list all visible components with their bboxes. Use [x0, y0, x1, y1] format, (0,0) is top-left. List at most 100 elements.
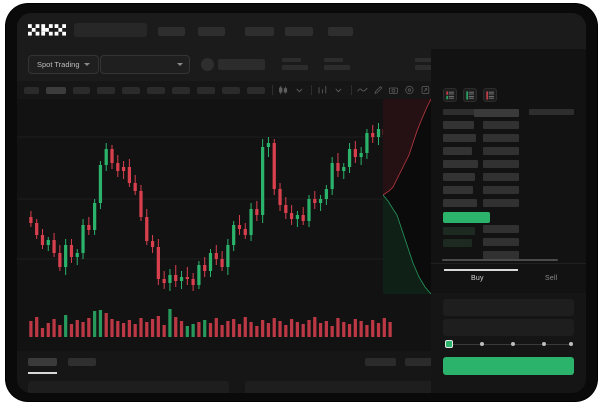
bottom-action-0[interactable]: [365, 358, 396, 366]
global-search-input[interactable]: [74, 23, 147, 37]
market-stat-1: [324, 58, 350, 70]
market-stat-value: [415, 65, 440, 70]
orderbook-ask-row[interactable]: [443, 134, 476, 142]
orderbook-scrollbar[interactable]: [442, 259, 558, 261]
fullscreen-icon[interactable]: [420, 84, 431, 96]
orderbook-right-row[interactable]: [483, 121, 519, 129]
orderbook-right-row[interactable]: [483, 134, 519, 142]
timeframe-button-5[interactable]: [146, 86, 165, 94]
tab-sell[interactable]: Sell: [545, 275, 558, 282]
trade-tab-active-underline: [444, 269, 518, 271]
market-stat-0: [282, 58, 308, 70]
bottom-tab-0[interactable]: [28, 358, 57, 366]
panel-divider: [431, 263, 586, 264]
nav-item-3[interactable]: [285, 27, 313, 36]
app-screen: Spot Trading: [17, 13, 586, 393]
orderbook-col-header-1: [529, 109, 574, 115]
order-amount-field[interactable]: [443, 319, 574, 336]
orderbook-right-row[interactable]: [483, 160, 519, 168]
timeframe-button-7[interactable]: [196, 86, 215, 94]
trade-side-tabs: Buy Sell: [431, 269, 586, 293]
timeframe-button-1[interactable]: [46, 86, 67, 94]
trading-mode-dropdown[interactable]: Spot Trading: [28, 55, 99, 74]
pair-name-label: [218, 59, 265, 70]
orderbook-both-icon[interactable]: [443, 88, 457, 102]
market-stat-label: [282, 58, 301, 62]
orderbook-right-row[interactable]: [483, 251, 519, 259]
trading-pair-dropdown[interactable]: [100, 55, 190, 74]
timeframe-button-9[interactable]: [246, 86, 265, 94]
nav-item-4[interactable]: [328, 27, 353, 36]
price-chart-panel[interactable]: [17, 99, 431, 351]
orderbook-spread-row: [443, 212, 490, 223]
orderbook-right-row[interactable]: [483, 238, 519, 246]
chevron-down-icon[interactable]: [333, 84, 344, 96]
market-stat-2: [415, 58, 440, 70]
orderbook-ask-row[interactable]: [443, 199, 477, 207]
orderbook-ask-row[interactable]: [443, 121, 474, 129]
timeframe-button-3[interactable]: [97, 86, 115, 94]
orderbook-bid-row[interactable]: [443, 227, 475, 235]
pencil-icon[interactable]: [373, 84, 384, 96]
orderbook-ask-row[interactable]: [443, 173, 475, 181]
orderbook-right-row[interactable]: [483, 173, 519, 181]
market-stat-label: [415, 58, 434, 62]
orderbook[interactable]: [431, 107, 586, 259]
toolbar-divider: [271, 85, 273, 95]
indicator-icon[interactable]: [317, 84, 328, 96]
bottom-tab-1[interactable]: [68, 358, 96, 366]
slider-notch-100[interactable]: [569, 341, 573, 346]
orders-tabs-bar: [17, 351, 436, 393]
nav-item-2[interactable]: [245, 27, 274, 36]
market-stat-label: [324, 58, 343, 62]
orderbook-right-row[interactable]: [483, 147, 519, 155]
submit-buy-button[interactable]: [443, 357, 574, 375]
device-frame: Spot Trading: [6, 4, 597, 401]
market-stat-value: [324, 65, 350, 70]
slider-handle[interactable]: [445, 340, 453, 348]
orderbook-ask-row[interactable]: [443, 147, 472, 155]
orderbook-asks-icon[interactable]: [483, 88, 497, 102]
slider-notch-75[interactable]: [542, 341, 546, 346]
trading-side-panel: Buy Sell: [431, 49, 586, 393]
chevron-down-icon: [177, 63, 183, 66]
chart-toolbar: [17, 81, 431, 99]
candlestick-chart: [17, 121, 431, 291]
timeframe-button-2[interactable]: [73, 86, 91, 94]
timeframe-button-0[interactable]: [24, 86, 40, 94]
slider-notch-50[interactable]: [511, 341, 515, 346]
orderbook-bids-icon[interactable]: [463, 88, 477, 102]
nav-item-0[interactable]: [158, 27, 185, 36]
nav-item-1[interactable]: [198, 27, 225, 36]
order-price-field[interactable]: [443, 299, 574, 316]
tab-buy[interactable]: Buy: [471, 275, 484, 282]
bottom-tab-active-underline: [28, 372, 57, 374]
line-chart-icon[interactable]: [357, 84, 368, 96]
orderbook-right-row[interactable]: [474, 109, 519, 117]
timeframe-button-8[interactable]: [221, 86, 240, 94]
slider-notch-25[interactable]: [480, 341, 484, 346]
toolbar-divider: [350, 85, 352, 95]
orders-panel-1: [245, 381, 436, 393]
slider-track: [449, 343, 570, 345]
okx-logo-icon[interactable]: [28, 24, 66, 37]
orderbook-right-row[interactable]: [483, 186, 519, 194]
market-stat-value: [282, 65, 308, 70]
orderbook-ask-row[interactable]: [443, 160, 478, 168]
order-amount-slider[interactable]: [445, 340, 574, 348]
candlestick-icon[interactable]: [278, 84, 289, 96]
pair-avatar: [201, 58, 214, 71]
orderbook-ask-row[interactable]: [443, 186, 473, 194]
orderbook-right-row[interactable]: [483, 225, 519, 233]
camera-icon[interactable]: [388, 84, 399, 96]
chevron-down-icon[interactable]: [294, 84, 305, 96]
order-entry-form: [431, 293, 586, 393]
bottom-action-1[interactable]: [405, 358, 436, 366]
orderbook-bid-row[interactable]: [443, 239, 472, 247]
timeframe-button-6[interactable]: [171, 86, 190, 94]
orderbook-right-row[interactable]: [483, 199, 519, 207]
orders-panel-0: [28, 381, 229, 393]
settings-icon[interactable]: [404, 84, 415, 96]
orderbook-depth-overlay: [383, 99, 431, 294]
timeframe-button-4[interactable]: [121, 86, 140, 94]
